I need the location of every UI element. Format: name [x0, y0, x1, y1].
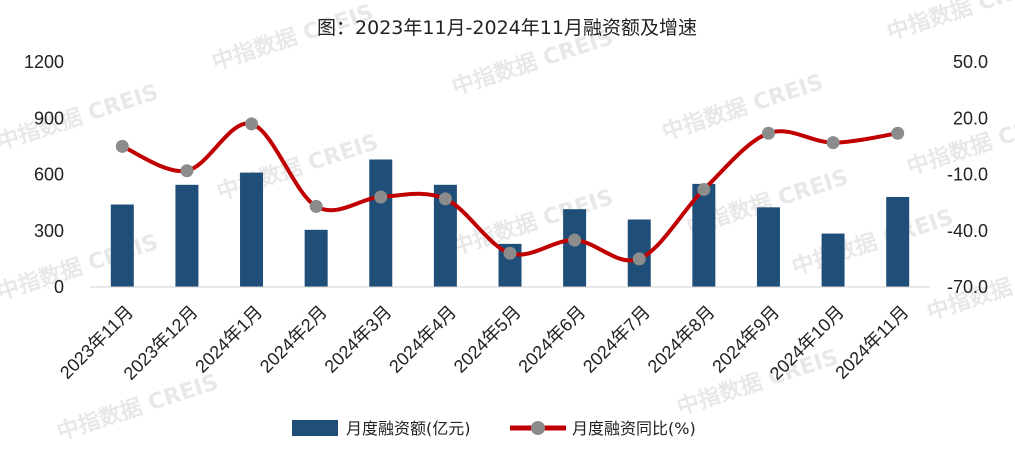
line-point [180, 164, 194, 178]
bar [886, 197, 910, 287]
left-tick-label: 900 [34, 108, 64, 128]
legend-bar-swatch [292, 420, 338, 436]
right-tick-label: 50.0 [953, 52, 988, 72]
left-tick-label: 0 [54, 277, 64, 297]
bar [240, 172, 264, 287]
left-tick-label: 1200 [24, 52, 64, 72]
left-tick-label: 300 [34, 221, 64, 241]
watermark-text: 中指数据 CREIS [0, 79, 161, 156]
line-point [697, 183, 711, 196]
bar [304, 229, 328, 287]
line-point [503, 246, 517, 260]
right-tick-label: 20.0 [953, 108, 988, 128]
line-point [115, 139, 129, 153]
line-point [374, 190, 388, 204]
bar [563, 209, 587, 287]
x-tick-label: 2024年3月 [321, 302, 396, 377]
line-point [891, 126, 905, 140]
x-tick-label: 2024年5月 [450, 302, 525, 377]
legend-line-marker [531, 421, 545, 435]
right-axis: -70.0 -40.0 -10.0 20.0 50.0 [947, 52, 988, 297]
line-point [438, 192, 452, 206]
x-tick-label: 2024年8月 [644, 302, 719, 377]
bar [756, 207, 780, 287]
right-tick-label: -10.0 [947, 165, 988, 185]
bar [433, 184, 457, 287]
legend-bar-label: 月度融资额(亿元) [346, 419, 471, 438]
legend: 月度融资额(亿元) 月度融资同比(%) [292, 419, 696, 438]
bar [110, 204, 134, 287]
left-tick-label: 600 [34, 165, 64, 185]
x-tick-label: 2024年4月 [385, 302, 460, 377]
bar [821, 233, 845, 287]
line-point [761, 126, 775, 140]
x-tick-label: 2024年7月 [579, 302, 654, 377]
legend-line-label: 月度融资同比(%) [572, 419, 696, 438]
watermark-text: 中指数据 CREIS [884, 0, 1015, 46]
bar [175, 184, 199, 287]
line-point [309, 199, 323, 213]
watermark-text: 中指数据 CREIS [54, 369, 222, 446]
x-tick-label: 2024年1月 [191, 302, 266, 377]
line-point [632, 252, 646, 266]
watermark-text: 中指数据 CREIS [0, 229, 161, 306]
right-tick-label: -70.0 [947, 277, 988, 297]
chart-title: 图：2023年11月-2024年11月融资额及增速 [317, 17, 697, 39]
watermark-layer: 中指数据 CREIS 中指数据 CREIS 中指数据 CREIS 中指数据 CREIS… [0, 0, 1015, 446]
bar [692, 183, 716, 287]
watermark-text: 中指数据 CREIS [214, 129, 382, 206]
x-tick-label: 2024年6月 [514, 302, 589, 377]
x-tick-label: 2024年2月 [256, 302, 331, 377]
line-point [568, 233, 582, 247]
line-point [245, 117, 259, 131]
watermark-text: 中指数据 CREIS [789, 204, 957, 281]
bar [369, 159, 393, 287]
right-tick-label: -40.0 [947, 221, 988, 241]
line-series [115, 117, 905, 266]
left-axis: 0 300 600 900 1200 [24, 52, 64, 297]
line-point [826, 136, 840, 150]
watermark-text: 中指数据 CREIS [674, 344, 842, 421]
